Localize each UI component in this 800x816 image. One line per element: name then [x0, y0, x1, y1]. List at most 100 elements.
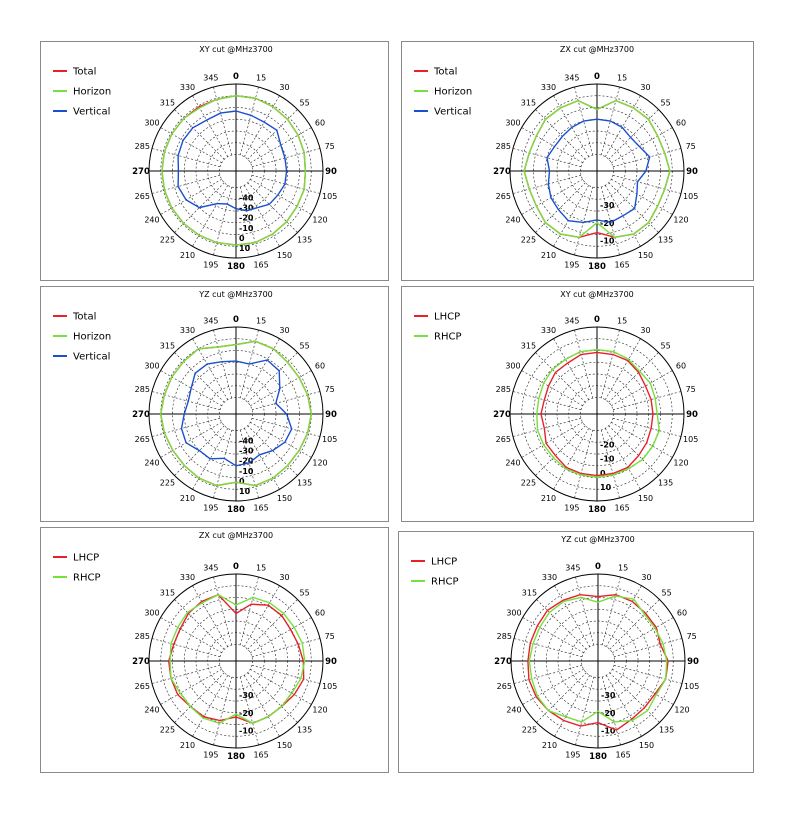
angle-label: 210: [180, 251, 195, 260]
angle-label: 15: [618, 563, 628, 572]
chart-title: XY cut @MHz3700: [199, 45, 273, 54]
angle-label: 195: [203, 751, 218, 760]
grid-spoke: [160, 179, 222, 215]
legend-entry-horizon: Horizon: [434, 87, 472, 98]
radial-tick-label: -20: [239, 457, 254, 466]
angle-label: 345: [564, 73, 579, 82]
polar-chart: XY cut @MHz3700 0 15 30 55 60 75 90 105 120 135 150…: [414, 290, 698, 515]
legend-entry-lhcp: LHCP: [431, 557, 457, 568]
chart-title: XY cut @MHz3700: [560, 290, 634, 299]
angle-label: 90: [687, 657, 699, 667]
angle-label: 30: [279, 83, 289, 92]
grid-spoke: [174, 109, 225, 160]
series-line-lhcp: [527, 593, 669, 731]
radial-tick-label: -10: [239, 467, 254, 476]
angle-label: 180: [589, 752, 607, 762]
angle-label: 285: [135, 632, 150, 641]
legend-entry-total: Total: [433, 67, 457, 78]
grid-spoke: [244, 585, 280, 647]
angle-label: 165: [253, 261, 268, 270]
angle-label: 60: [676, 362, 686, 371]
grid-spoke: [612, 391, 682, 411]
angle-label: 55: [660, 98, 670, 107]
angle-label: 265: [496, 435, 511, 444]
radial-tick-label: -10: [600, 455, 615, 464]
series-line-horizon: [161, 94, 307, 246]
angle-label: 15: [256, 316, 266, 325]
angle-label: 135: [658, 479, 673, 488]
legend-entry-vertical: Vertical: [73, 352, 110, 363]
angle-label: 180: [227, 262, 245, 272]
angle-label: 225: [521, 236, 536, 245]
legend-entry-horizon: Horizon: [73, 332, 111, 343]
grid-spoke: [251, 638, 321, 658]
radial-tick-label: -30: [600, 201, 615, 210]
angle-label: 60: [315, 119, 325, 128]
angle-label: 195: [203, 261, 218, 270]
angle-label: 30: [279, 326, 289, 335]
angle-label: 60: [315, 362, 325, 371]
angle-label: 90: [325, 657, 337, 667]
series-line-vertical: [177, 110, 288, 212]
angle-label: 15: [617, 316, 627, 325]
angle-label: 120: [674, 706, 689, 715]
angle-label: 315: [160, 98, 175, 107]
angle-label: 225: [160, 479, 175, 488]
radial-tick-label: 0: [600, 469, 606, 478]
series-line-rhcp: [169, 593, 306, 725]
angle-label: 210: [180, 741, 195, 750]
angle-label: 0: [233, 562, 239, 572]
angle-label: 240: [505, 459, 520, 468]
polar-chart: YZ cut @MHz3700 0 15 30 55 60 75 90 105 120 135 150…: [411, 535, 699, 762]
angle-label: 0: [594, 72, 600, 82]
chart-title: YZ cut @MHz3700: [198, 290, 273, 299]
angle-label: 105: [683, 192, 698, 201]
angle-label: 55: [661, 588, 671, 597]
radial-tick-label: 0: [239, 234, 245, 243]
legend-entry-total: Total: [72, 67, 96, 78]
grid-spoke: [244, 338, 280, 400]
angle-label: 60: [676, 119, 686, 128]
angle-label: 135: [297, 726, 312, 735]
radial-tick-label: -40: [239, 437, 254, 446]
radial-tick-label: -40: [239, 194, 254, 203]
angle-label: 105: [684, 682, 699, 691]
grid-spoke: [535, 352, 586, 403]
angle-label: 330: [541, 83, 556, 92]
angle-label: 105: [322, 435, 337, 444]
angle-label: 55: [299, 98, 309, 107]
angle-label: 345: [203, 316, 218, 325]
angle-label: 285: [496, 385, 511, 394]
radial-tick-label: -20: [600, 219, 615, 228]
angle-label: 210: [542, 741, 557, 750]
angle-label: 270: [494, 657, 512, 667]
series-line-vertical: [180, 359, 293, 467]
angle-label: 165: [614, 504, 629, 513]
angle-label: 60: [677, 609, 687, 618]
angle-label: 105: [322, 192, 337, 201]
angle-label: 300: [505, 119, 520, 128]
angle-label: 225: [160, 726, 175, 735]
angle-label: 180: [588, 262, 606, 272]
angle-label: 315: [522, 588, 537, 597]
chart-panel-zx-cut-total: ZX cut @MHz3700 0 15 30 55 60 75 90 105 120 135 150…: [401, 41, 754, 281]
series-line-lhcp: [167, 593, 305, 725]
grid-spoke: [250, 422, 312, 458]
angle-label: 265: [497, 682, 512, 691]
radial-tick-label: 10: [239, 487, 251, 496]
angle-label: 150: [638, 494, 653, 503]
series-line-horizon: [159, 340, 313, 487]
angle-label: 75: [686, 385, 696, 394]
angle-label: 270: [493, 167, 511, 177]
radial-tick-label: 0: [239, 477, 245, 486]
angle-label: 0: [233, 315, 239, 325]
angle-label: 165: [614, 261, 629, 270]
angle-label: 90: [686, 167, 698, 177]
chart-title: ZX cut @MHz3700: [560, 45, 634, 54]
angle-label: 135: [297, 479, 312, 488]
grid-spoke: [213, 429, 233, 499]
angle-label: 330: [180, 83, 195, 92]
polar-chart: ZX cut @MHz3700 0 15 30 55 60 75 90 105 120 135 150…: [53, 531, 337, 762]
angle-label: 165: [253, 504, 268, 513]
angle-label: 90: [325, 410, 337, 420]
